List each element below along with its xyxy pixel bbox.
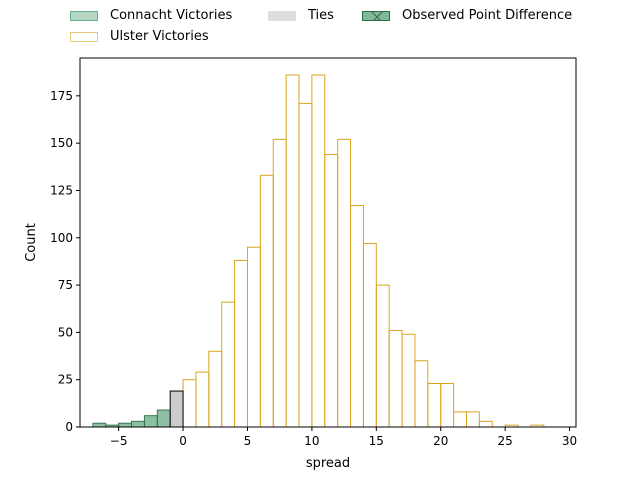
x-tick-label: 15 — [369, 434, 384, 448]
y-tick-label: 150 — [50, 136, 73, 150]
ulster-bar — [272, 138, 287, 428]
y-tick-label: 25 — [58, 373, 73, 387]
legend-swatch-ulster — [70, 31, 98, 42]
ulster-bar — [221, 301, 236, 428]
y-tick-label: 100 — [50, 231, 73, 245]
ulster-bar — [440, 382, 455, 428]
ulster-bar — [195, 371, 210, 428]
legend: Connacht Victories Ulster Victories Ties… — [70, 6, 640, 50]
connacht-bar — [92, 422, 107, 428]
ulster-bar — [337, 138, 352, 428]
ulster-bar — [453, 411, 467, 428]
ulster-bar — [388, 329, 403, 428]
legend-item-ulster: Ulster Victories — [70, 29, 209, 44]
ulster-bar — [375, 284, 390, 428]
legend-label-observed: Observed Point Difference — [402, 8, 573, 23]
legend-item-observed: Observed Point Difference — [362, 8, 572, 23]
connacht-bar — [156, 409, 171, 428]
legend-swatch-observed — [362, 10, 390, 21]
legend-label-ulster: Ulster Victories — [110, 29, 209, 44]
legend-item-ties: Ties — [268, 8, 334, 23]
plot-frame — [79, 57, 577, 428]
ulster-bar — [350, 205, 364, 428]
y-axis-label: Count — [24, 223, 39, 262]
x-axis-label: spread — [306, 456, 350, 471]
y-tick-label: 50 — [58, 325, 73, 339]
y-tick-label: 125 — [50, 183, 73, 197]
connacht-bar — [143, 415, 158, 428]
legend-label-connacht: Connacht Victories — [110, 8, 233, 23]
x-tick-label: 20 — [433, 434, 448, 448]
ulster-bar — [182, 379, 197, 428]
connacht-bar — [118, 422, 133, 428]
legend-label-ties: Ties — [308, 8, 334, 23]
x-tick-label: 25 — [498, 434, 513, 448]
y-tick-label: 75 — [58, 278, 73, 292]
ties-bar — [169, 390, 184, 428]
ulster-bar — [414, 360, 429, 428]
ulster-bar — [311, 74, 326, 428]
y-tick-label: 0 — [65, 420, 73, 434]
x-tick-label: 10 — [304, 434, 319, 448]
x-tick-label: 30 — [562, 434, 577, 448]
y-tick-label: 175 — [50, 89, 73, 103]
ulster-bar — [362, 242, 377, 428]
x-tick-label: −5 — [110, 434, 128, 448]
ulster-bar — [401, 333, 416, 428]
ulster-bar — [324, 154, 339, 428]
ulster-bar — [208, 350, 223, 428]
connacht-bar — [131, 420, 145, 428]
ulster-bar — [246, 246, 261, 428]
ulster-bar — [298, 102, 313, 428]
ulster-bar — [259, 174, 274, 428]
x-tick-label: 0 — [179, 434, 187, 448]
legend-swatch-connacht — [70, 10, 98, 21]
x-tick-label: 5 — [244, 434, 252, 448]
ulster-bar — [465, 411, 480, 428]
ulster-bar — [234, 259, 248, 428]
ulster-bar — [285, 74, 300, 428]
ulster-bar — [478, 420, 493, 428]
legend-item-connacht: Connacht Victories — [70, 8, 232, 23]
ulster-bar — [427, 382, 442, 428]
legend-swatch-ties — [268, 10, 296, 21]
